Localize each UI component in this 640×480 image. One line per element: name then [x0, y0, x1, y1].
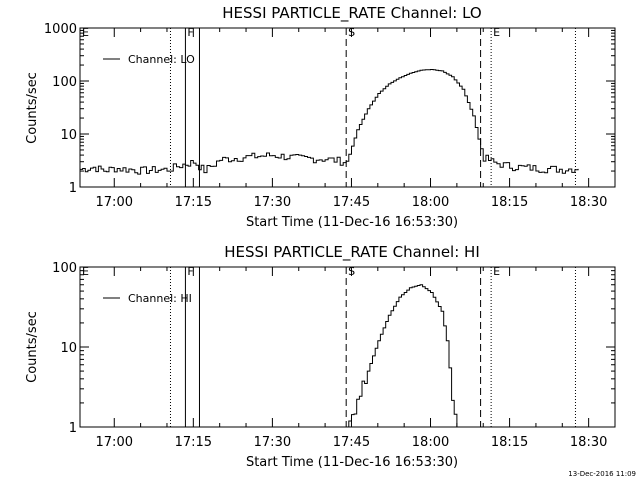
x-tick-label-lo: 17:15 [175, 195, 212, 210]
plot-frame-lo [79, 27, 616, 188]
generation-timestamp: 13-Dec-2016 11:09 [568, 470, 636, 478]
event-marker-label-lo: E [493, 26, 500, 39]
legend-label-hi: Channel: HI [128, 292, 192, 305]
y-axis-label-lo: Counts/sec [25, 72, 40, 144]
series-line-lo [80, 69, 579, 175]
x-tick-label-lo: 17:00 [96, 195, 133, 210]
event-marker-label-hi: E [493, 265, 500, 278]
x-tick-label-lo: 18:30 [570, 195, 607, 210]
x-tick-label-hi: 17:45 [333, 435, 370, 450]
x-tick-label-hi: 17:30 [254, 435, 291, 450]
event-marker-label-lo: S [348, 26, 355, 39]
y-tick-label-lo: 10 [60, 128, 77, 143]
x-tick-label-hi: 17:00 [96, 435, 133, 450]
x-tick-label-hi: 18:00 [412, 435, 449, 450]
series-line-hi [346, 284, 458, 428]
event-marker-label-lo: E [82, 26, 89, 39]
x-axis-label-hi: Start Time (11-Dec-16 16:53:30) [246, 455, 458, 470]
y-tick-label-hi: 1 [69, 421, 77, 436]
chart-title-hi: HESSI PARTICLE_RATE Channel: HI [224, 243, 480, 262]
y-tick-label-hi: 100 [52, 261, 77, 276]
plot-area-lo: 1 10 100 1000 17:00 17:15 17:30 17:45 18:00 18:15… [44, 22, 616, 210]
x-tick-label-lo: 17:45 [333, 195, 370, 210]
y-tick-label-hi: 10 [60, 341, 77, 356]
x-axis-label-lo: Start Time (11-Dec-16 16:53:30) [246, 215, 458, 230]
x-tick-label-hi: 18:15 [491, 435, 528, 450]
event-marker-label-hi: S [348, 265, 355, 278]
event-marker-label-lo: F [187, 26, 193, 39]
x-tick-label-hi: 17:15 [175, 435, 212, 450]
x-tick-label-lo: 18:15 [491, 195, 528, 210]
y-tick-label-lo: 100 [52, 75, 77, 90]
x-tick-label-lo: 18:00 [412, 195, 449, 210]
plot-area-hi: 1 10 100 17:00 17:15 17:30 17:45 18:00 18:15 18:3… [52, 261, 616, 450]
chart-title-lo: HESSI PARTICLE_RATE Channel: LO [222, 4, 481, 23]
plot-frame-hi [79, 266, 616, 428]
event-marker-label-hi: F [187, 265, 193, 278]
x-tick-label-hi: 18:30 [570, 435, 607, 450]
y-axis-label-hi: Counts/sec [25, 311, 40, 383]
x-tick-label-lo: 17:30 [254, 195, 291, 210]
event-marker-label-hi: E [82, 265, 89, 278]
y-tick-label-lo: 1000 [44, 22, 77, 37]
legend-label-lo: Channel: LO [128, 53, 195, 66]
y-tick-label-lo: 1 [69, 181, 77, 196]
